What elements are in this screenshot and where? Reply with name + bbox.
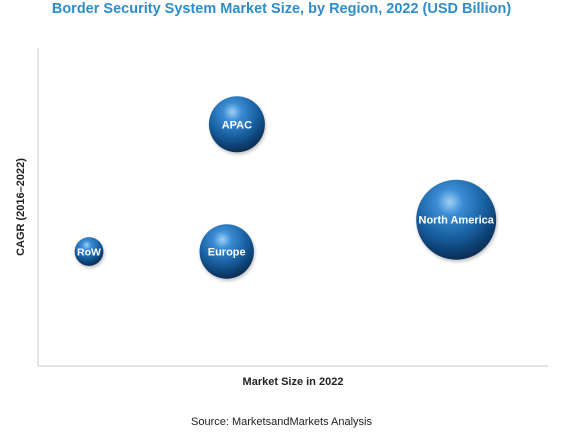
- bubble-label-row: RoW: [77, 247, 101, 259]
- bubble-apac: [208, 96, 265, 153]
- y-axis-label: CAGR (2016–2022): [15, 158, 27, 256]
- bubble-north-america: [416, 179, 497, 260]
- bubble-label-north-america: North America: [419, 215, 495, 227]
- bubble-label-apac: APAC: [222, 119, 252, 131]
- bubble-europe: [199, 224, 254, 279]
- chart-title: Border Security System Market Size, by R…: [51, 1, 512, 17]
- bubble-row: [74, 237, 104, 266]
- bubble-label-europe: Europe: [208, 247, 246, 259]
- x-axis-label: Market Size in 2022: [242, 376, 344, 388]
- source-note: Source: MarketsandMarkets Analysis: [191, 416, 372, 428]
